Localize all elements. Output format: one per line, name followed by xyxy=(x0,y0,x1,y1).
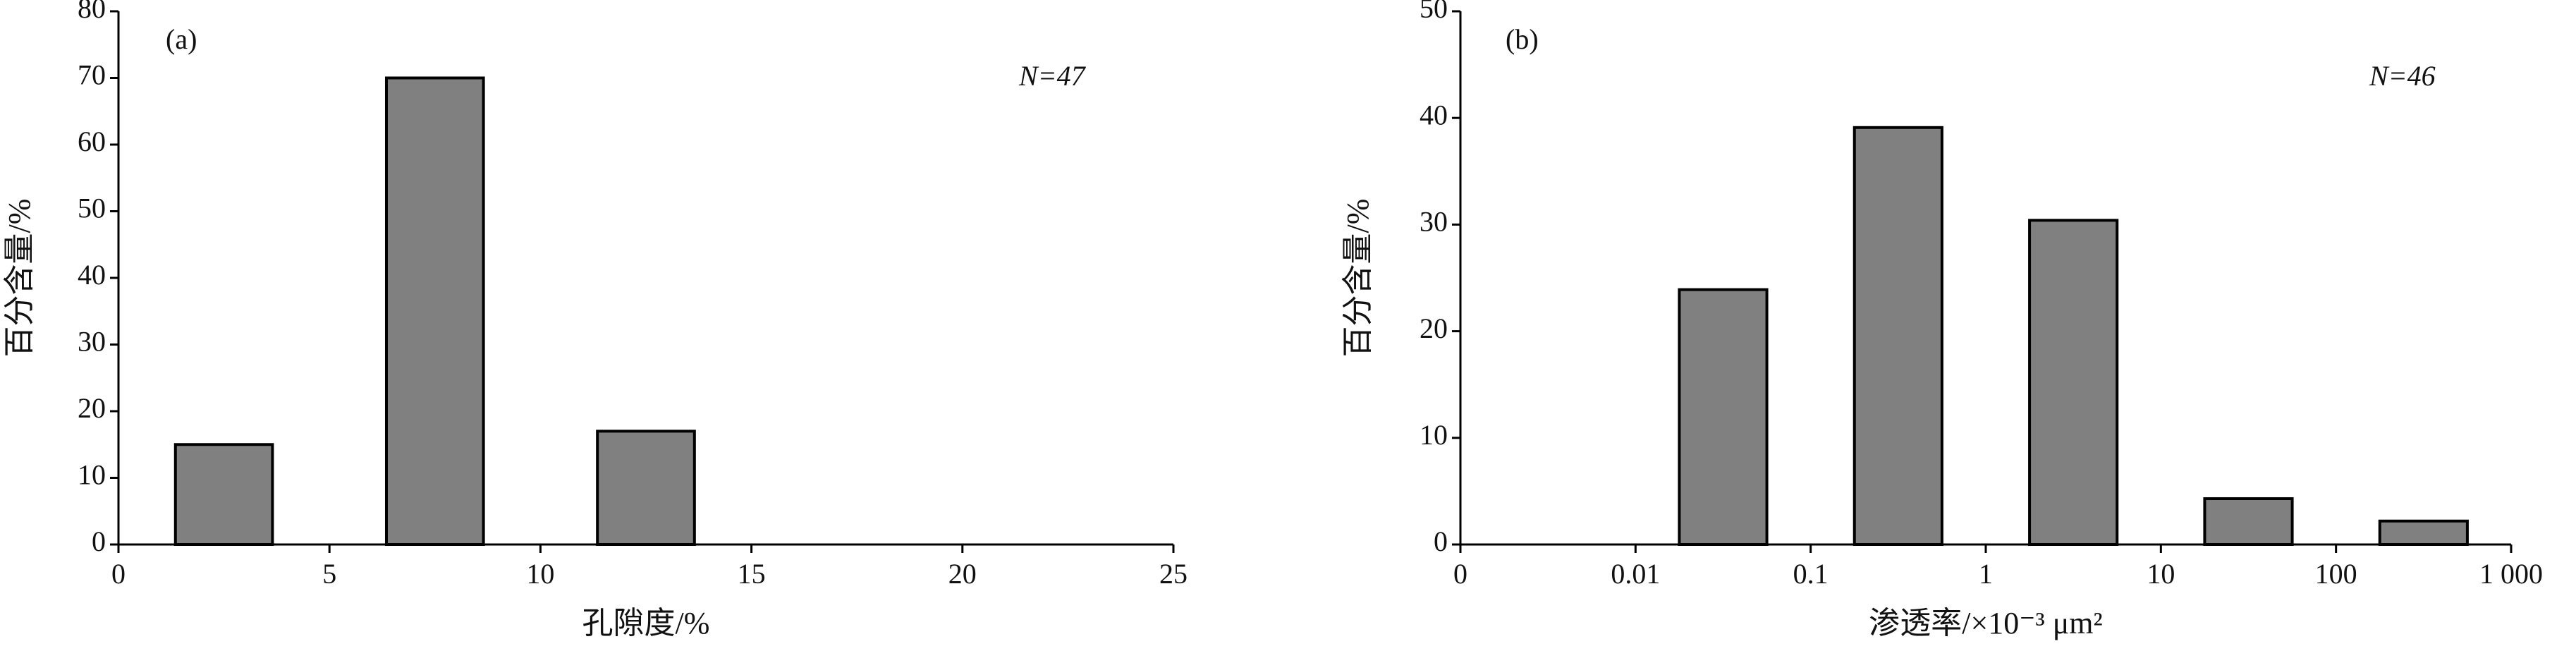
x-tick-label: 0.1 xyxy=(1793,558,1829,590)
bar xyxy=(173,443,274,546)
bar xyxy=(2203,497,2294,547)
annotation: N=46 xyxy=(2369,60,2436,92)
y-tick-label: 40 xyxy=(78,259,106,291)
x-axis-label: 孔隙度/% xyxy=(582,606,710,640)
y-axis-label: 百分含量/% xyxy=(2,199,37,358)
x-tick-label: 10 xyxy=(526,558,554,590)
y-tick-label: 0 xyxy=(1434,525,1448,557)
x-tick-label: 0 xyxy=(111,558,126,590)
y-tick-label: 70 xyxy=(78,59,106,91)
panel-label: (b) xyxy=(1506,23,1539,55)
bar xyxy=(2378,519,2469,547)
y-tick-label: 40 xyxy=(1420,99,1448,130)
x-tick-label: 1 xyxy=(1979,558,1993,590)
x-tick-label: 20 xyxy=(948,558,977,590)
y-tick-label: 10 xyxy=(1420,419,1448,451)
panel-label: (a) xyxy=(166,23,197,55)
x-axis-label: 渗透率/×10⁻³ μm² xyxy=(1869,606,2102,640)
y-tick-label: 50 xyxy=(1420,0,1448,24)
y-tick-label: 30 xyxy=(78,326,106,358)
bar xyxy=(2028,219,2119,546)
y-tick-label: 30 xyxy=(1420,206,1448,238)
x-tick-label: 5 xyxy=(322,558,336,590)
x-tick-label: 0.01 xyxy=(1611,558,1660,590)
x-tick-label: 25 xyxy=(1159,558,1188,590)
annotation: N=47 xyxy=(1018,60,1087,92)
y-tick-label: 80 xyxy=(78,0,106,24)
bar xyxy=(384,76,485,546)
y-tick-label: 50 xyxy=(78,193,106,224)
y-tick-label: 0 xyxy=(92,525,106,557)
y-tick-label: 20 xyxy=(1420,312,1448,344)
bar xyxy=(596,430,696,546)
x-tick-label: 1 000 xyxy=(2479,558,2543,590)
x-tick-label: 0 xyxy=(1453,558,1467,590)
y-tick-label: 20 xyxy=(78,392,106,424)
y-tick-label: 10 xyxy=(78,459,106,491)
y-tick-label: 60 xyxy=(78,126,106,157)
x-tick-label: 100 xyxy=(2315,558,2357,590)
y-axis-label: 百分含量/% xyxy=(1341,199,1375,358)
bar xyxy=(1678,288,1769,546)
bar xyxy=(1852,126,1943,547)
x-tick-label: 10 xyxy=(2147,558,2175,590)
x-tick-label: 15 xyxy=(738,558,766,590)
